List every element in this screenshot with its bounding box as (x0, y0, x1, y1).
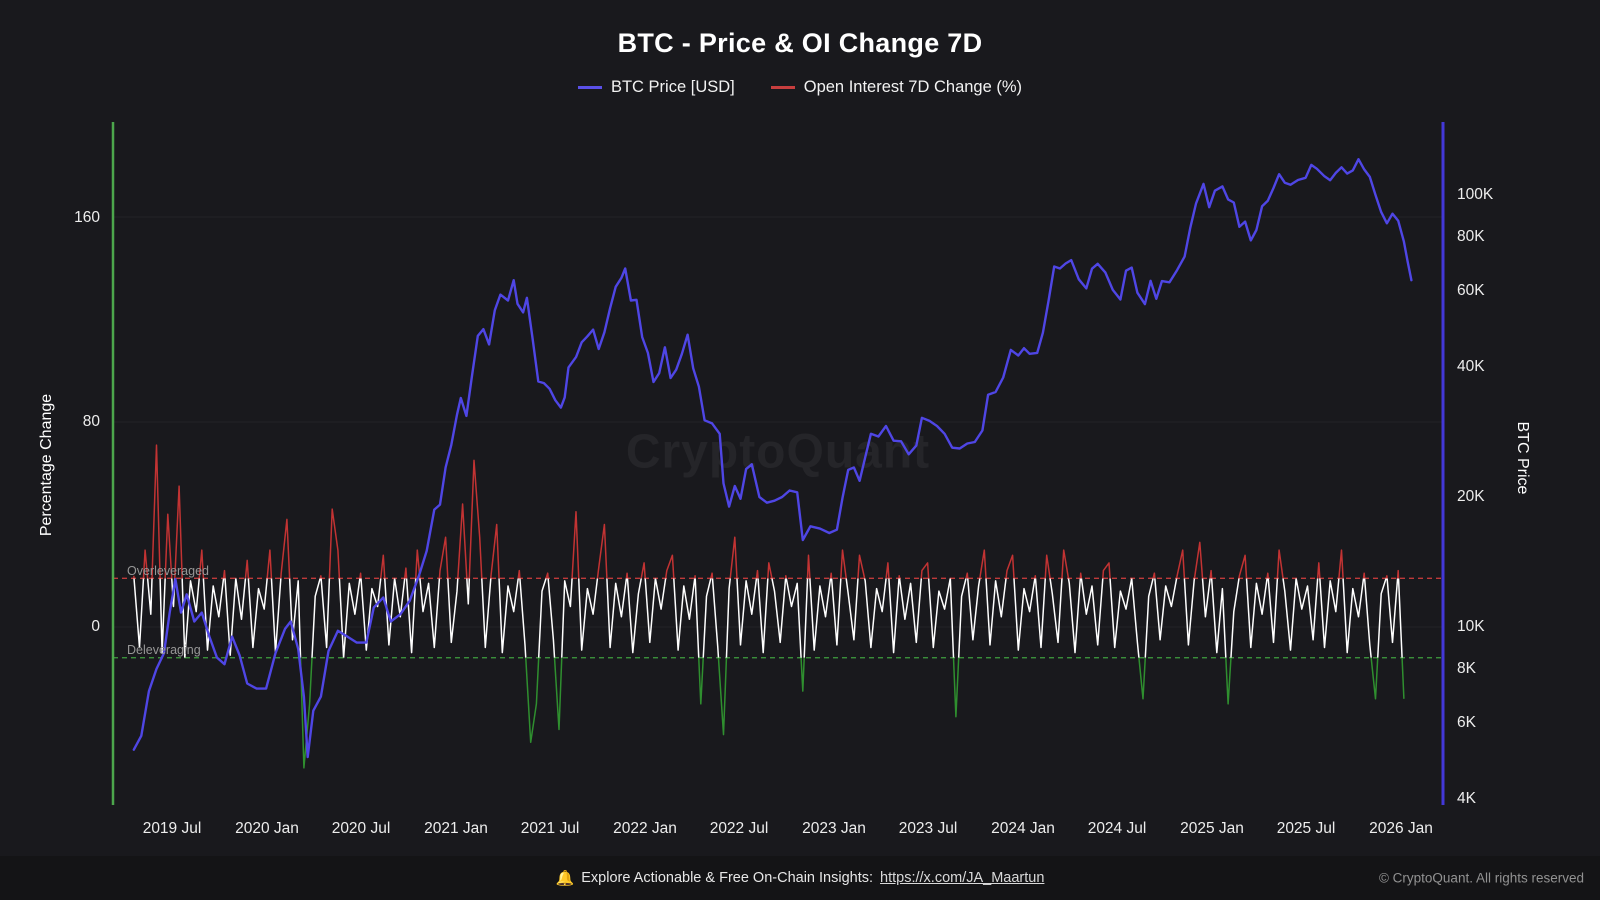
left-tick-80: 80 (82, 413, 100, 430)
right-tick-4k: 4K (1457, 790, 1476, 807)
x-tick-2022-jan: 2022 Jan (613, 820, 677, 837)
btc-price-line-swatch (577, 86, 602, 89)
copyright-text: © CryptoQuant. All rights reserved (1378, 870, 1584, 886)
bell-icon: 🔔 (555, 870, 575, 887)
x-tick-2020-jul: 2020 Jul (331, 820, 391, 837)
legend-label-oi-change: Open Interest 7D Change (%) (803, 78, 1023, 96)
right-tick-80k: 80K (1457, 228, 1485, 245)
overleveraged-label: Overleveraged (127, 564, 209, 578)
footer-message: 🔔 Explore Actionable & Free On-Chain Ins… (556, 869, 1045, 887)
x-tick-2020-jan: 2020 Jan (235, 820, 299, 837)
x-tick-2025-jul: 2025 Jul (1276, 820, 1336, 837)
x-tick-2019-jul: 2019 Jul (142, 820, 202, 837)
deleveraging-label: Deleveraging (127, 643, 201, 657)
left-tick-0: 0 (91, 618, 100, 635)
x-tick-2025-jan: 2025 Jan (1180, 820, 1244, 837)
x-tick-2026-jan: 2026 Jan (1369, 820, 1433, 837)
right-tick-8k: 8K (1457, 660, 1476, 677)
legend-label-btc-price: BTC Price [USD] (610, 78, 735, 96)
insights-link[interactable]: https://x.com/JA_Maartun (880, 870, 1045, 886)
x-tick-2021-jul: 2021 Jul (520, 820, 580, 837)
page-title: BTC - Price & OI Change 7D (617, 28, 983, 58)
x-tick-2022-jul: 2022 Jul (709, 820, 769, 837)
x-tick-2023-jan: 2023 Jan (802, 820, 866, 837)
footer-bar: 🔔 Explore Actionable & Free On-Chain Ins… (0, 856, 1600, 900)
legend-item-btc-price[interactable]: BTC Price [USD] (577, 78, 735, 97)
x-tick-2023-jul: 2023 Jul (898, 820, 958, 837)
legend-item-oi-change[interactable]: Open Interest 7D Change (%) (770, 78, 1023, 97)
x-tick-2024-jan: 2024 Jan (991, 820, 1055, 837)
right-tick-40k: 40K (1457, 358, 1485, 375)
right-tick-10k: 10K (1457, 618, 1485, 635)
x-tick-2021-jan: 2021 Jan (424, 820, 488, 837)
right-tick-6k: 6K (1457, 714, 1476, 731)
legend: BTC Price [USD] Open Interest 7D Change … (0, 78, 1600, 97)
left-tick-160: 160 (74, 209, 100, 226)
right-tick-60k: 60K (1457, 282, 1485, 299)
right-tick-100k: 100K (1457, 186, 1494, 203)
oi-change-line-swatch (770, 86, 795, 89)
x-tick-2024-jul: 2024 Jul (1087, 820, 1147, 837)
footer-message-text: Explore Actionable & Free On-Chain Insig… (581, 870, 874, 886)
right-tick-20k: 20K (1457, 488, 1485, 505)
